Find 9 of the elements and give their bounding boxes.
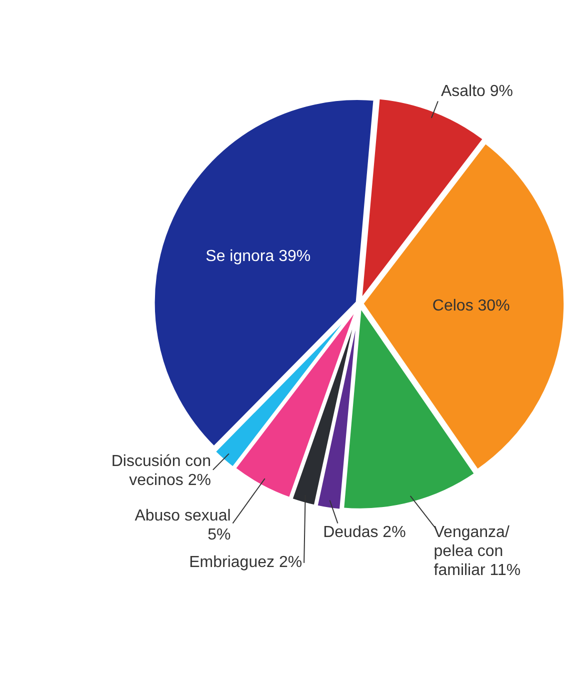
- slice-label: Asalto 9%: [440, 83, 514, 100]
- slice-label: Discusión con vecinos 2%: [111, 452, 211, 489]
- data-label: 5%: [208, 526, 231, 544]
- slice-label: Embriaguez 2%: [189, 554, 302, 571]
- slice-label: Venganza/ pelea con familiar 11%: [434, 524, 521, 580]
- slice-label: Abuso sexual: [134, 507, 231, 524]
- slice-label: Celos 30%: [432, 298, 510, 315]
- slice-label: Se ignora 39%: [206, 248, 311, 266]
- slice-label: Deudas 2%: [323, 524, 406, 542]
